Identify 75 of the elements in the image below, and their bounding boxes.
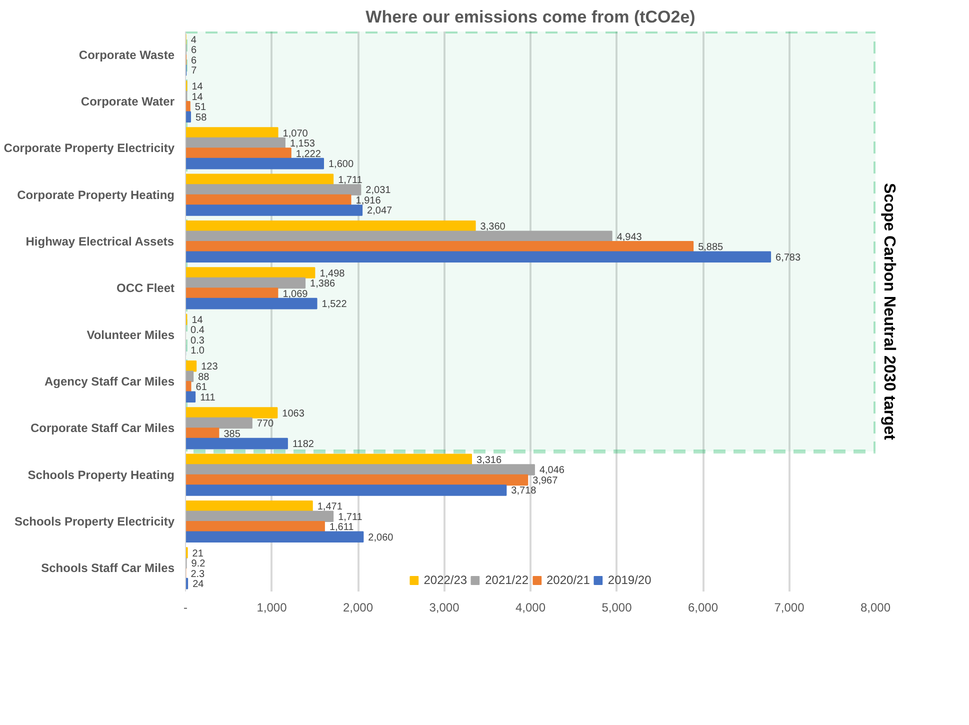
data-label: 3,316 xyxy=(476,454,502,466)
data-label: 4,943 xyxy=(616,232,642,243)
data-label: 1063 xyxy=(282,408,305,420)
y-tick-label: Schools Staff Car Miles xyxy=(41,561,175,576)
data-label: 1,386 xyxy=(310,278,336,290)
data-label: 385 xyxy=(224,428,241,440)
x-tick-label: 5,000 xyxy=(602,600,632,614)
data-label: 2,047 xyxy=(367,206,393,217)
data-label: 123 xyxy=(201,362,218,373)
data-label: 1,600 xyxy=(328,159,354,170)
data-label: 1,916 xyxy=(356,195,382,206)
data-label: 21 xyxy=(192,548,204,560)
data-label: 9.2 xyxy=(191,558,206,570)
chart-title: Where our emissions come from (tCO2e) xyxy=(366,8,696,26)
data-label: 111 xyxy=(200,392,216,404)
data-label: 2,031 xyxy=(366,185,392,196)
x-tick-label: 4,000 xyxy=(515,600,546,614)
data-label: 2.3 xyxy=(190,568,206,580)
data-label: 1,069 xyxy=(282,288,308,300)
data-label: 4,046 xyxy=(539,465,565,476)
x-tick-label: 3,000 xyxy=(429,600,460,614)
y-tick-label: Agency Staff Car Miles xyxy=(44,374,175,388)
x-tick-label: 6,000 xyxy=(688,600,718,614)
data-label: 1.0 xyxy=(190,346,205,357)
data-label: 1,711 xyxy=(338,174,363,186)
y-tick-label: Schools Property Heating xyxy=(28,468,175,482)
data-label: 6,783 xyxy=(776,252,801,264)
band-label: Scope Carbon Neutral 2030 target xyxy=(880,183,898,441)
y-tick-label: Corporate Staff Car Miles xyxy=(30,421,175,436)
y-tick-label: Corporate Property Heating xyxy=(17,188,174,202)
y-tick-label: Corporate Property Electricity xyxy=(4,141,175,156)
y-tick-label: Corporate Water xyxy=(80,94,175,108)
y-tick-label: Schools Property Electricity xyxy=(14,514,175,528)
data-label: 0.4 xyxy=(190,325,205,336)
y-tick-label: Volunteer Miles xyxy=(86,328,175,342)
data-label: 14 xyxy=(192,92,204,103)
data-label: 14 xyxy=(192,82,204,93)
data-label: 1182 xyxy=(292,439,314,450)
x-tick-label: 8,000 xyxy=(860,600,891,614)
data-label: 14 xyxy=(192,314,204,326)
legend-label: 2020/21 xyxy=(546,573,590,587)
data-label: 0.3 xyxy=(190,335,205,346)
data-label: 6 xyxy=(191,45,198,56)
data-label: 1,711 xyxy=(338,512,363,523)
data-label: 1,070 xyxy=(282,128,308,140)
x-tick-label: 2,000 xyxy=(342,600,374,614)
data-label: 88 xyxy=(198,372,210,383)
data-label: 3,360 xyxy=(480,222,506,233)
data-label: 7 xyxy=(191,66,198,77)
x-tick-label: - xyxy=(184,600,188,614)
data-label: 1,611 xyxy=(329,522,354,534)
x-tick-label: 1,000 xyxy=(256,600,288,614)
data-label: 2,060 xyxy=(368,532,394,544)
data-label: 1,522 xyxy=(322,299,348,310)
data-label: 24 xyxy=(192,579,204,590)
y-tick-label: Highway Electrical Assets xyxy=(26,234,174,248)
data-label: 770 xyxy=(256,418,274,430)
legend-label: 2019/20 xyxy=(608,573,652,587)
y-tick-label: Corporate Waste xyxy=(78,48,175,62)
legend-label: 2022/23 xyxy=(424,573,468,587)
data-label: 5,885 xyxy=(698,242,724,254)
data-label: 1,222 xyxy=(296,148,322,160)
x-tick-label: 7,000 xyxy=(774,600,805,614)
data-label: 1,498 xyxy=(320,268,346,280)
data-label: 4 xyxy=(190,34,197,46)
data-label: 6 xyxy=(191,55,198,66)
legend-label: 2021/22 xyxy=(485,573,528,587)
y-tick-label: OCC Fleet xyxy=(116,281,175,296)
data-label: 51 xyxy=(194,102,206,114)
data-label: 58 xyxy=(196,112,208,124)
data-label: 1,153 xyxy=(290,138,316,150)
data-label: 3,967 xyxy=(532,475,558,486)
data-label: 61 xyxy=(196,382,208,394)
data-label: 1,471 xyxy=(317,502,343,513)
data-label: 3,718 xyxy=(511,486,537,497)
